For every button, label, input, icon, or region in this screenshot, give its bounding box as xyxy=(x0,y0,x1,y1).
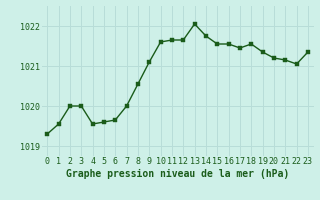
X-axis label: Graphe pression niveau de la mer (hPa): Graphe pression niveau de la mer (hPa) xyxy=(66,169,289,179)
